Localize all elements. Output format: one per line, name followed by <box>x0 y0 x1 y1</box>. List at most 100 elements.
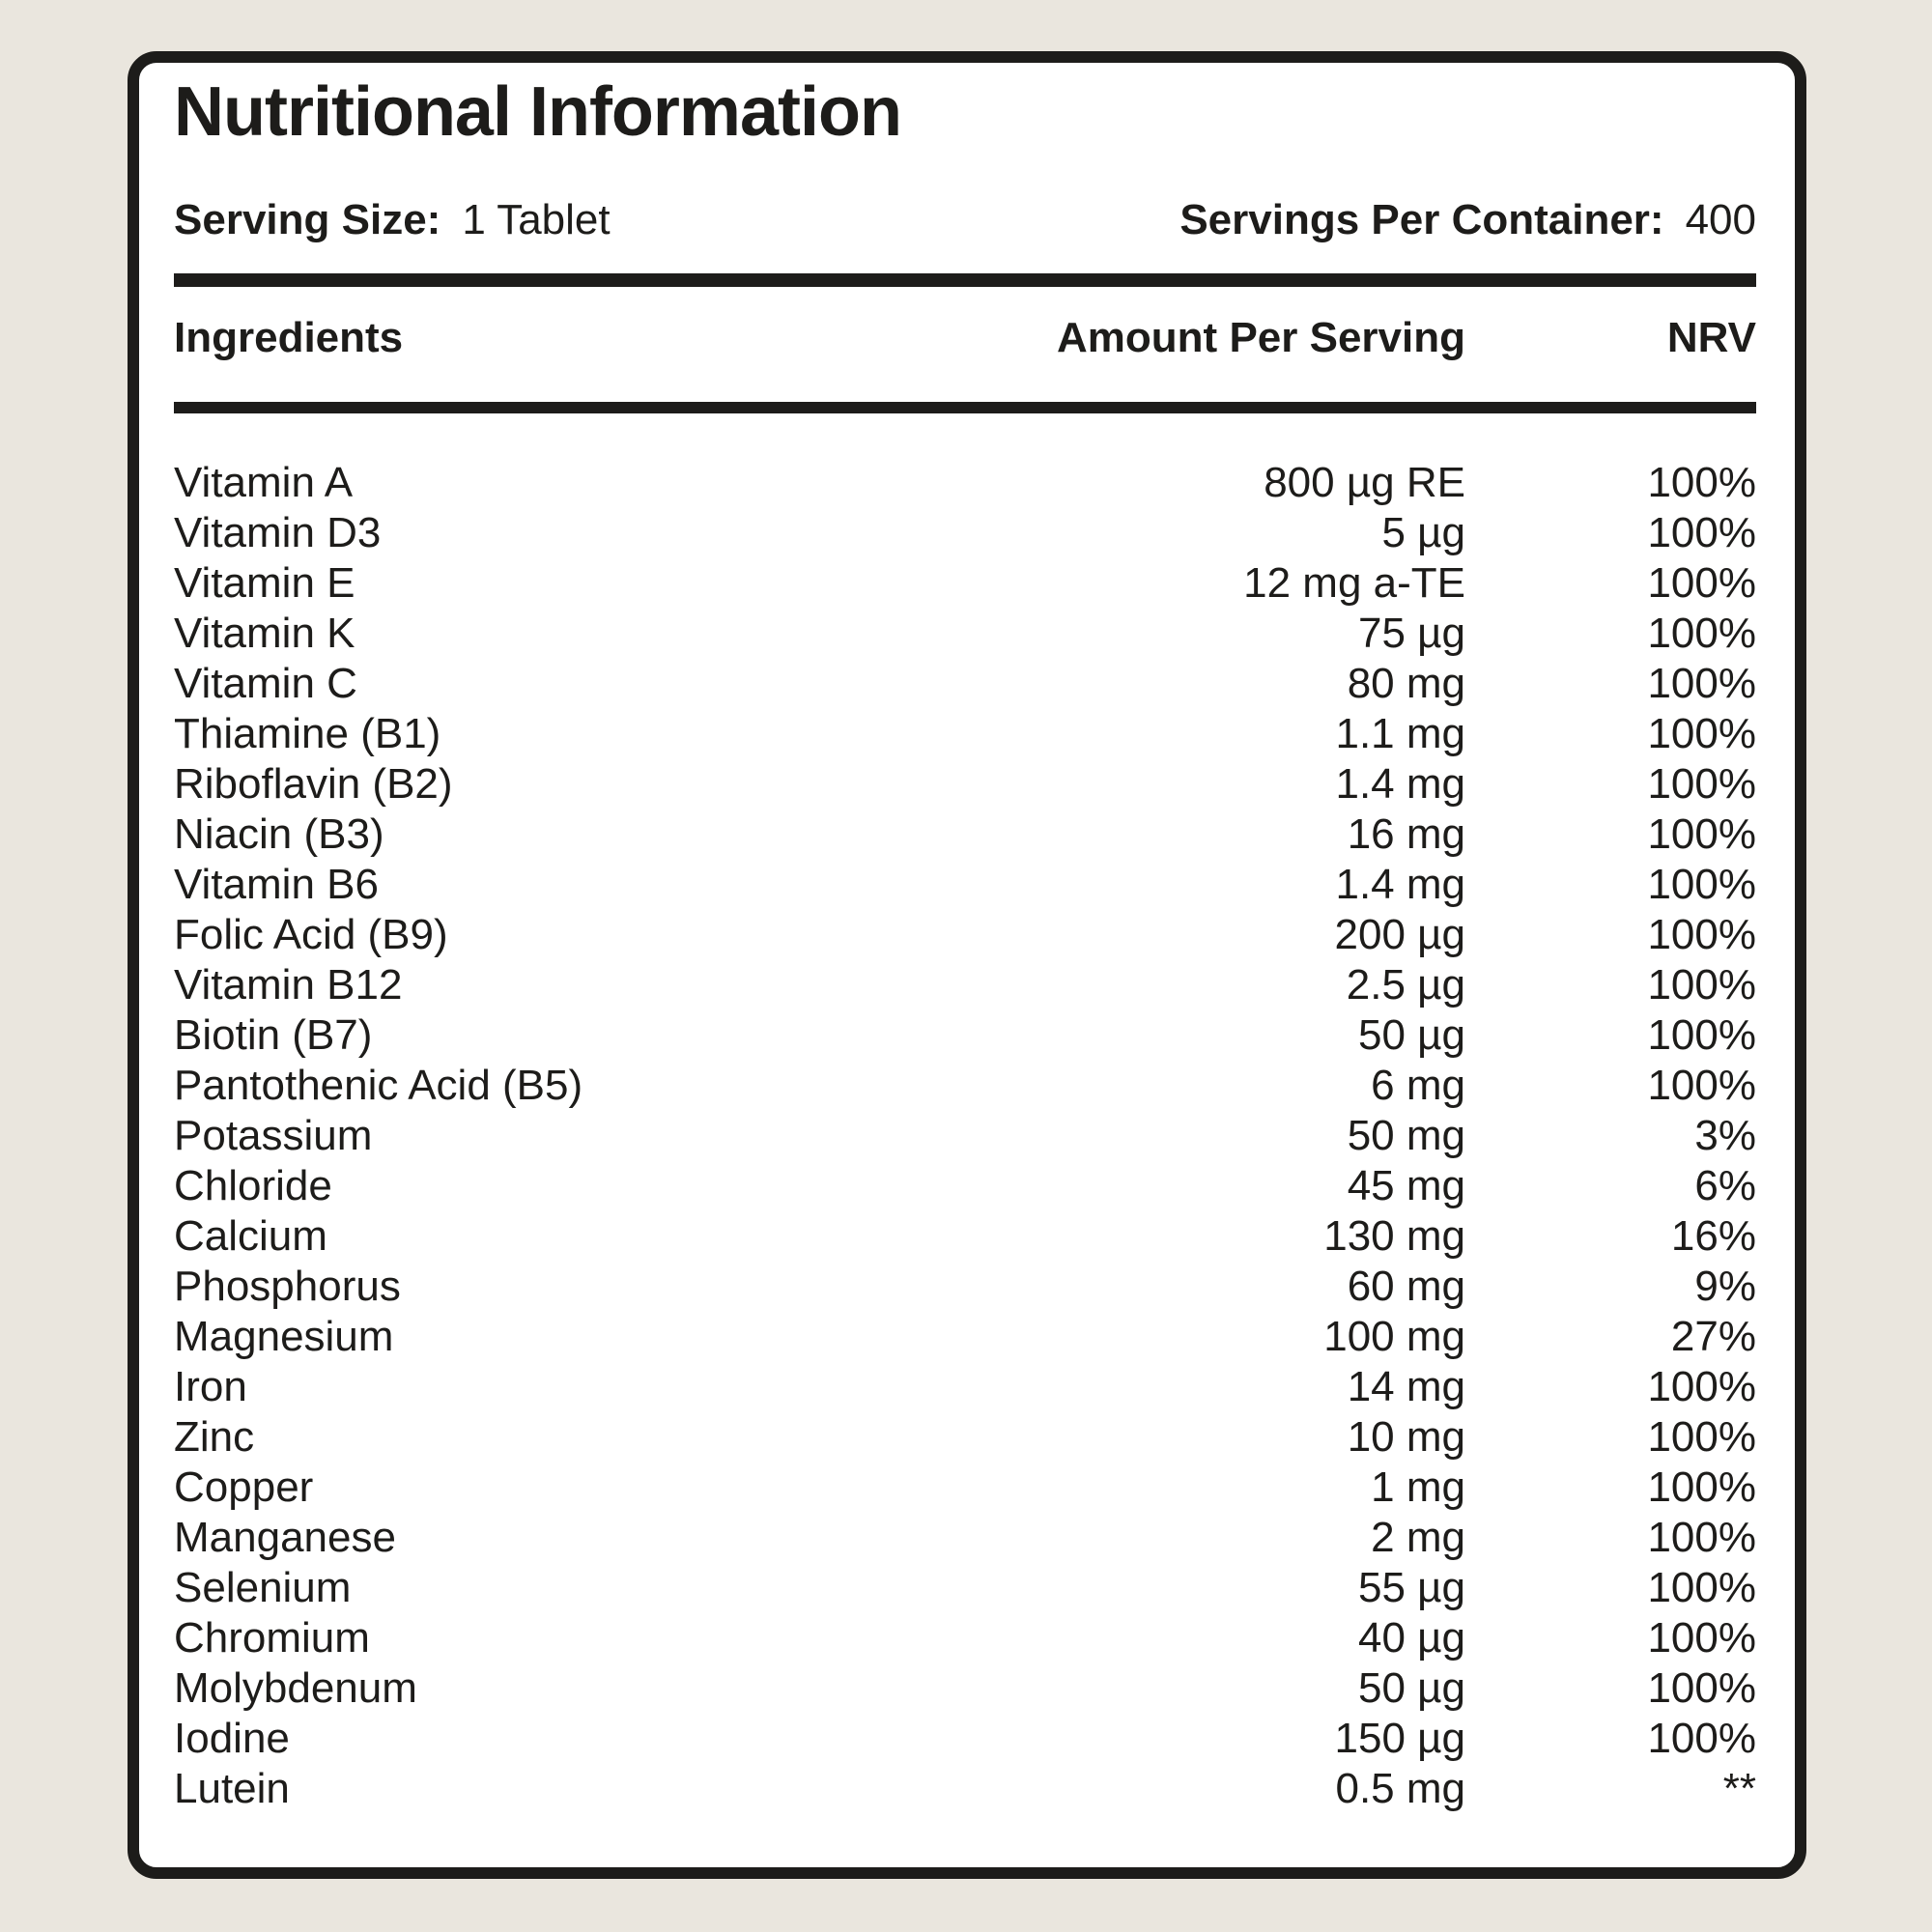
ingredient-amount: 55 µg <box>1358 1563 1465 1611</box>
divider-bar-header <box>174 401 1756 413</box>
table-row: Folic Acid (B9) 200 µg 100% <box>174 910 1756 960</box>
servings-per-container: Servings Per Container: 400 <box>1179 195 1756 246</box>
ingredient-nrv: 100% <box>1647 1714 1756 1762</box>
ingredient-amount: 12 mg a-TE <box>1243 558 1465 607</box>
ingredient-nrv: 100% <box>1647 1513 1756 1561</box>
ingredient-amount: 80 mg <box>1347 659 1465 707</box>
table-row: Vitamin A 800 µg RE 100% <box>174 458 1756 508</box>
page-title: Nutritional Information <box>174 73 902 151</box>
ingredient-name: Vitamin K <box>174 609 355 657</box>
serving-size: Serving Size: 1 Tablet <box>174 195 611 246</box>
column-header-ingredients: Ingredients <box>174 313 404 361</box>
ingredient-amount: 40 µg <box>1358 1613 1465 1662</box>
ingredient-amount: 130 mg <box>1323 1211 1465 1260</box>
table-row: Iodine 150 µg 100% <box>174 1714 1756 1764</box>
table-row: Pantothenic Acid (B5) 6 mg 100% <box>174 1061 1756 1111</box>
ingredient-nrv: 100% <box>1647 709 1756 757</box>
ingredient-amount: 150 µg <box>1334 1714 1465 1762</box>
ingredient-amount: 5 µg <box>1381 508 1465 556</box>
table-row: Chromium 40 µg 100% <box>174 1613 1756 1663</box>
ingredient-nrv: 100% <box>1647 1412 1756 1461</box>
ingredient-name: Folic Acid (B9) <box>174 910 448 958</box>
ingredient-name: Magnesium <box>174 1312 394 1360</box>
ingredient-name: Copper <box>174 1463 314 1511</box>
nutrition-label-content: Nutritional Information Serving Size: 1 … <box>139 72 1795 1877</box>
ingredient-name: Chromium <box>174 1613 370 1662</box>
ingredient-amount: 50 µg <box>1358 1010 1465 1059</box>
ingredient-nrv: 9% <box>1694 1262 1756 1310</box>
table-row: Manganese 2 mg 100% <box>174 1513 1756 1563</box>
ingredient-nrv: 100% <box>1647 810 1756 858</box>
table-row: Thiamine (B1) 1.1 mg 100% <box>174 709 1756 759</box>
divider-bar-top <box>174 272 1756 287</box>
table-row: Vitamin B12 2.5 µg 100% <box>174 960 1756 1010</box>
table-row: Vitamin E 12 mg a-TE 100% <box>174 558 1756 609</box>
ingredient-amount: 1.4 mg <box>1335 759 1465 808</box>
servings-per-container-label: Servings Per Container: <box>1179 195 1664 243</box>
ingredient-nrv: 100% <box>1647 1061 1756 1109</box>
ingredient-amount: 60 mg <box>1347 1262 1465 1310</box>
ingredient-name: Vitamin E <box>174 558 355 607</box>
ingredient-nrv: 100% <box>1647 508 1756 556</box>
ingredient-amount: 2.5 µg <box>1346 960 1465 1009</box>
ingredient-amount: 2 mg <box>1371 1513 1465 1561</box>
ingredient-nrv: 3% <box>1694 1111 1756 1159</box>
ingredient-name: Vitamin B12 <box>174 960 403 1009</box>
table-header-row: Ingredients Amount Per Serving NRV <box>174 312 1756 363</box>
table-row: Selenium 55 µg 100% <box>174 1563 1756 1613</box>
ingredient-nrv: 100% <box>1647 910 1756 958</box>
ingredient-amount: 1 mg <box>1371 1463 1465 1511</box>
ingredient-nrv: 16% <box>1670 1211 1756 1260</box>
ingredient-amount: 1.1 mg <box>1335 709 1465 757</box>
serving-info-row: Serving Size: 1 Tablet Servings Per Cont… <box>174 195 1756 246</box>
ingredient-nrv: ** <box>1722 1764 1756 1812</box>
ingredient-name: Thiamine (B1) <box>174 709 441 757</box>
ingredient-nrv: 100% <box>1647 1362 1756 1410</box>
ingredient-name: Vitamin C <box>174 659 357 707</box>
ingredient-name: Lutein <box>174 1764 290 1812</box>
table-row: Iron 14 mg 100% <box>174 1362 1756 1412</box>
ingredient-nrv: 100% <box>1647 860 1756 908</box>
column-header-nrv: NRV <box>1666 313 1756 361</box>
ingredient-amount: 100 mg <box>1323 1312 1465 1360</box>
ingredient-nrv: 6% <box>1694 1161 1756 1209</box>
ingredient-name: Iron <box>174 1362 247 1410</box>
ingredient-name: Manganese <box>174 1513 396 1561</box>
ingredient-name: Biotin (B7) <box>174 1010 373 1059</box>
table-row: Vitamin D3 5 µg 100% <box>174 508 1756 558</box>
servings-per-container-value: 400 <box>1685 195 1756 243</box>
nutrition-label-card: Nutritional Information Serving Size: 1 … <box>128 51 1806 1879</box>
column-header-amount-per-serving: Amount Per Serving <box>1057 313 1465 361</box>
ingredient-nrv: 100% <box>1647 1563 1756 1611</box>
serving-size-value: 1 Tablet <box>462 195 611 243</box>
ingredient-amount: 50 mg <box>1347 1111 1465 1159</box>
ingredient-nrv: 100% <box>1647 659 1756 707</box>
ingredient-name: Chloride <box>174 1161 332 1209</box>
ingredient-nrv: 100% <box>1647 1010 1756 1059</box>
ingredient-name: Vitamin B6 <box>174 860 379 908</box>
table-row: Potassium 50 mg 3% <box>174 1111 1756 1161</box>
ingredient-amount: 45 mg <box>1347 1161 1465 1209</box>
ingredient-name: Vitamin A <box>174 458 354 506</box>
ingredient-amount: 50 µg <box>1358 1663 1465 1712</box>
ingredient-name: Potassium <box>174 1111 373 1159</box>
serving-size-label: Serving Size: <box>174 195 441 243</box>
ingredient-nrv: 100% <box>1647 1463 1756 1511</box>
ingredient-name: Iodine <box>174 1714 290 1762</box>
ingredient-name: Niacin (B3) <box>174 810 384 858</box>
ingredient-nrv: 100% <box>1647 558 1756 607</box>
ingredient-amount: 75 µg <box>1358 609 1465 657</box>
table-row: Vitamin C 80 mg 100% <box>174 659 1756 709</box>
ingredient-name: Selenium <box>174 1563 352 1611</box>
ingredient-nrv: 100% <box>1647 759 1756 808</box>
ingredient-name: Calcium <box>174 1211 327 1260</box>
ingredient-amount: 200 µg <box>1334 910 1465 958</box>
ingredient-name: Molybdenum <box>174 1663 417 1712</box>
ingredient-amount: 16 mg <box>1347 810 1465 858</box>
ingredient-nrv: 100% <box>1647 1663 1756 1712</box>
ingredient-amount: 10 mg <box>1347 1412 1465 1461</box>
ingredient-name: Riboflavin (B2) <box>174 759 453 808</box>
table-row: Biotin (B7) 50 µg 100% <box>174 1010 1756 1061</box>
ingredient-nrv: 27% <box>1670 1312 1756 1360</box>
